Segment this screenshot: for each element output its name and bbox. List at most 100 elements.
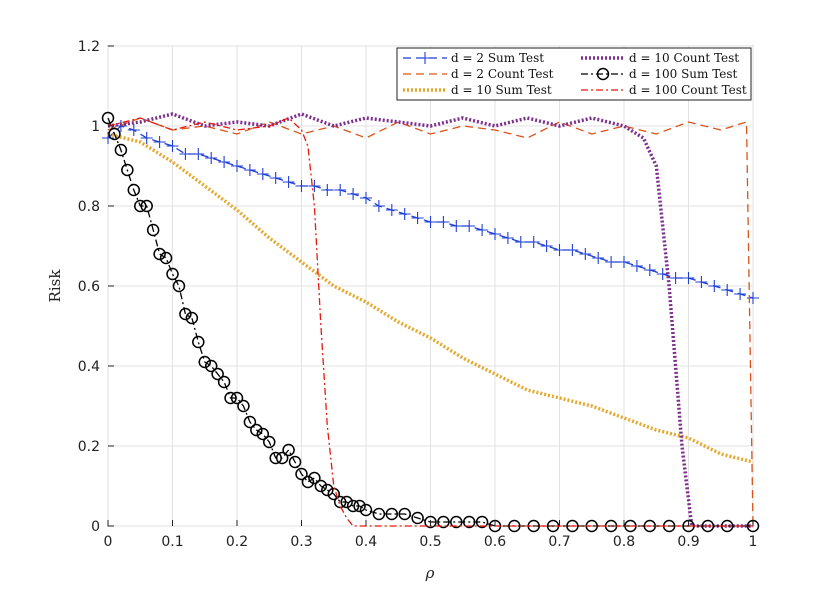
data-point	[695, 276, 708, 288]
data-point	[514, 236, 527, 248]
data-point	[198, 355, 211, 369]
series-3	[107, 112, 753, 528]
data-point	[347, 188, 360, 200]
data-point	[398, 208, 411, 220]
data-point	[475, 515, 489, 529]
x-tick-label: 0.4	[355, 534, 377, 550]
data-point	[385, 507, 399, 521]
data-point	[140, 132, 153, 144]
data-point	[385, 204, 398, 216]
data-point	[114, 143, 128, 157]
data-point	[308, 180, 321, 192]
data-point	[314, 479, 328, 493]
x-tick-label: 0.7	[548, 534, 570, 550]
x-tick-label: 0.5	[419, 534, 441, 550]
data-point	[501, 232, 514, 244]
data-point	[217, 375, 231, 389]
data-point	[288, 455, 302, 469]
data-point	[592, 252, 605, 264]
data-point	[153, 136, 166, 148]
data-point	[250, 423, 263, 437]
legend-item: d = 10 Count Test	[581, 51, 739, 65]
data-point	[372, 200, 385, 212]
x-tick-label: 0.6	[484, 534, 506, 550]
data-point	[237, 399, 250, 413]
x-tick-label: 0.3	[290, 534, 312, 550]
legend-label: d = 10 Count Test	[629, 51, 739, 65]
x-tick-label: 0	[104, 534, 113, 550]
x-tick-label: 0.2	[226, 534, 248, 550]
series-line	[107, 117, 753, 527]
data-point	[192, 335, 205, 349]
y-tick-label: 0.8	[78, 199, 100, 215]
data-point	[372, 507, 386, 521]
data-point	[179, 307, 192, 321]
data-point	[134, 199, 147, 213]
data-point	[450, 515, 463, 529]
y-tick-label: 0.2	[78, 439, 100, 455]
data-point	[553, 244, 566, 256]
data-point	[411, 212, 424, 224]
data-point	[256, 427, 270, 441]
data-point	[708, 280, 721, 292]
legend-marker	[596, 67, 610, 81]
data-point	[301, 475, 315, 489]
data-point	[566, 519, 579, 533]
data-point	[231, 160, 243, 172]
data-point	[437, 216, 450, 228]
data-point	[192, 148, 205, 160]
data-point	[205, 152, 218, 164]
data-point	[701, 519, 715, 533]
legend-marker	[419, 52, 431, 64]
legend-item: d = 10 Sum Test	[403, 83, 552, 97]
data-point	[334, 184, 347, 196]
legend-label: d = 2 Count Test	[451, 67, 554, 81]
legend-item: d = 2 Sum Test	[403, 51, 544, 65]
data-point	[721, 284, 734, 296]
data-point	[566, 244, 579, 256]
series-1	[107, 117, 754, 527]
legend-item: d = 2 Count Test	[403, 67, 554, 81]
data-point	[243, 164, 256, 176]
data-point	[321, 483, 334, 497]
data-point	[230, 391, 244, 405]
data-point	[618, 256, 630, 268]
data-point	[463, 220, 476, 232]
x-tick-label: 0.1	[161, 534, 183, 550]
legend-label: d = 100 Count Test	[629, 83, 747, 97]
data-point	[450, 220, 463, 232]
data-point	[159, 251, 173, 265]
data-point	[476, 224, 489, 236]
legend-box	[396, 47, 752, 101]
data-point	[333, 495, 347, 509]
data-point	[269, 172, 282, 184]
x-tick-label: 1	[749, 534, 758, 550]
series-line	[107, 117, 754, 527]
data-point	[579, 248, 592, 260]
legend-item: d = 100 Count Test	[581, 83, 747, 97]
data-point	[282, 176, 295, 188]
data-point	[424, 216, 437, 228]
data-point	[437, 515, 450, 529]
y-tick-label: 1.2	[78, 39, 100, 55]
legend-label: d = 100 Sum Test	[629, 67, 738, 81]
data-point	[101, 111, 115, 125]
data-point	[218, 156, 231, 168]
x-tick-label: 0.9	[677, 534, 699, 550]
data-point	[353, 499, 366, 513]
data-point	[682, 272, 695, 284]
data-point	[211, 367, 224, 381]
series-4	[101, 111, 760, 533]
data-point	[146, 223, 160, 237]
data-point	[346, 499, 360, 513]
data-point	[734, 288, 747, 300]
series-line	[107, 112, 753, 528]
data-point	[489, 228, 501, 240]
data-point	[540, 240, 553, 252]
data-point	[605, 256, 618, 268]
data-point	[172, 279, 186, 293]
data-point	[185, 311, 199, 325]
y-tick-label: 1	[91, 119, 100, 135]
data-point	[321, 184, 334, 196]
data-point	[669, 272, 682, 284]
